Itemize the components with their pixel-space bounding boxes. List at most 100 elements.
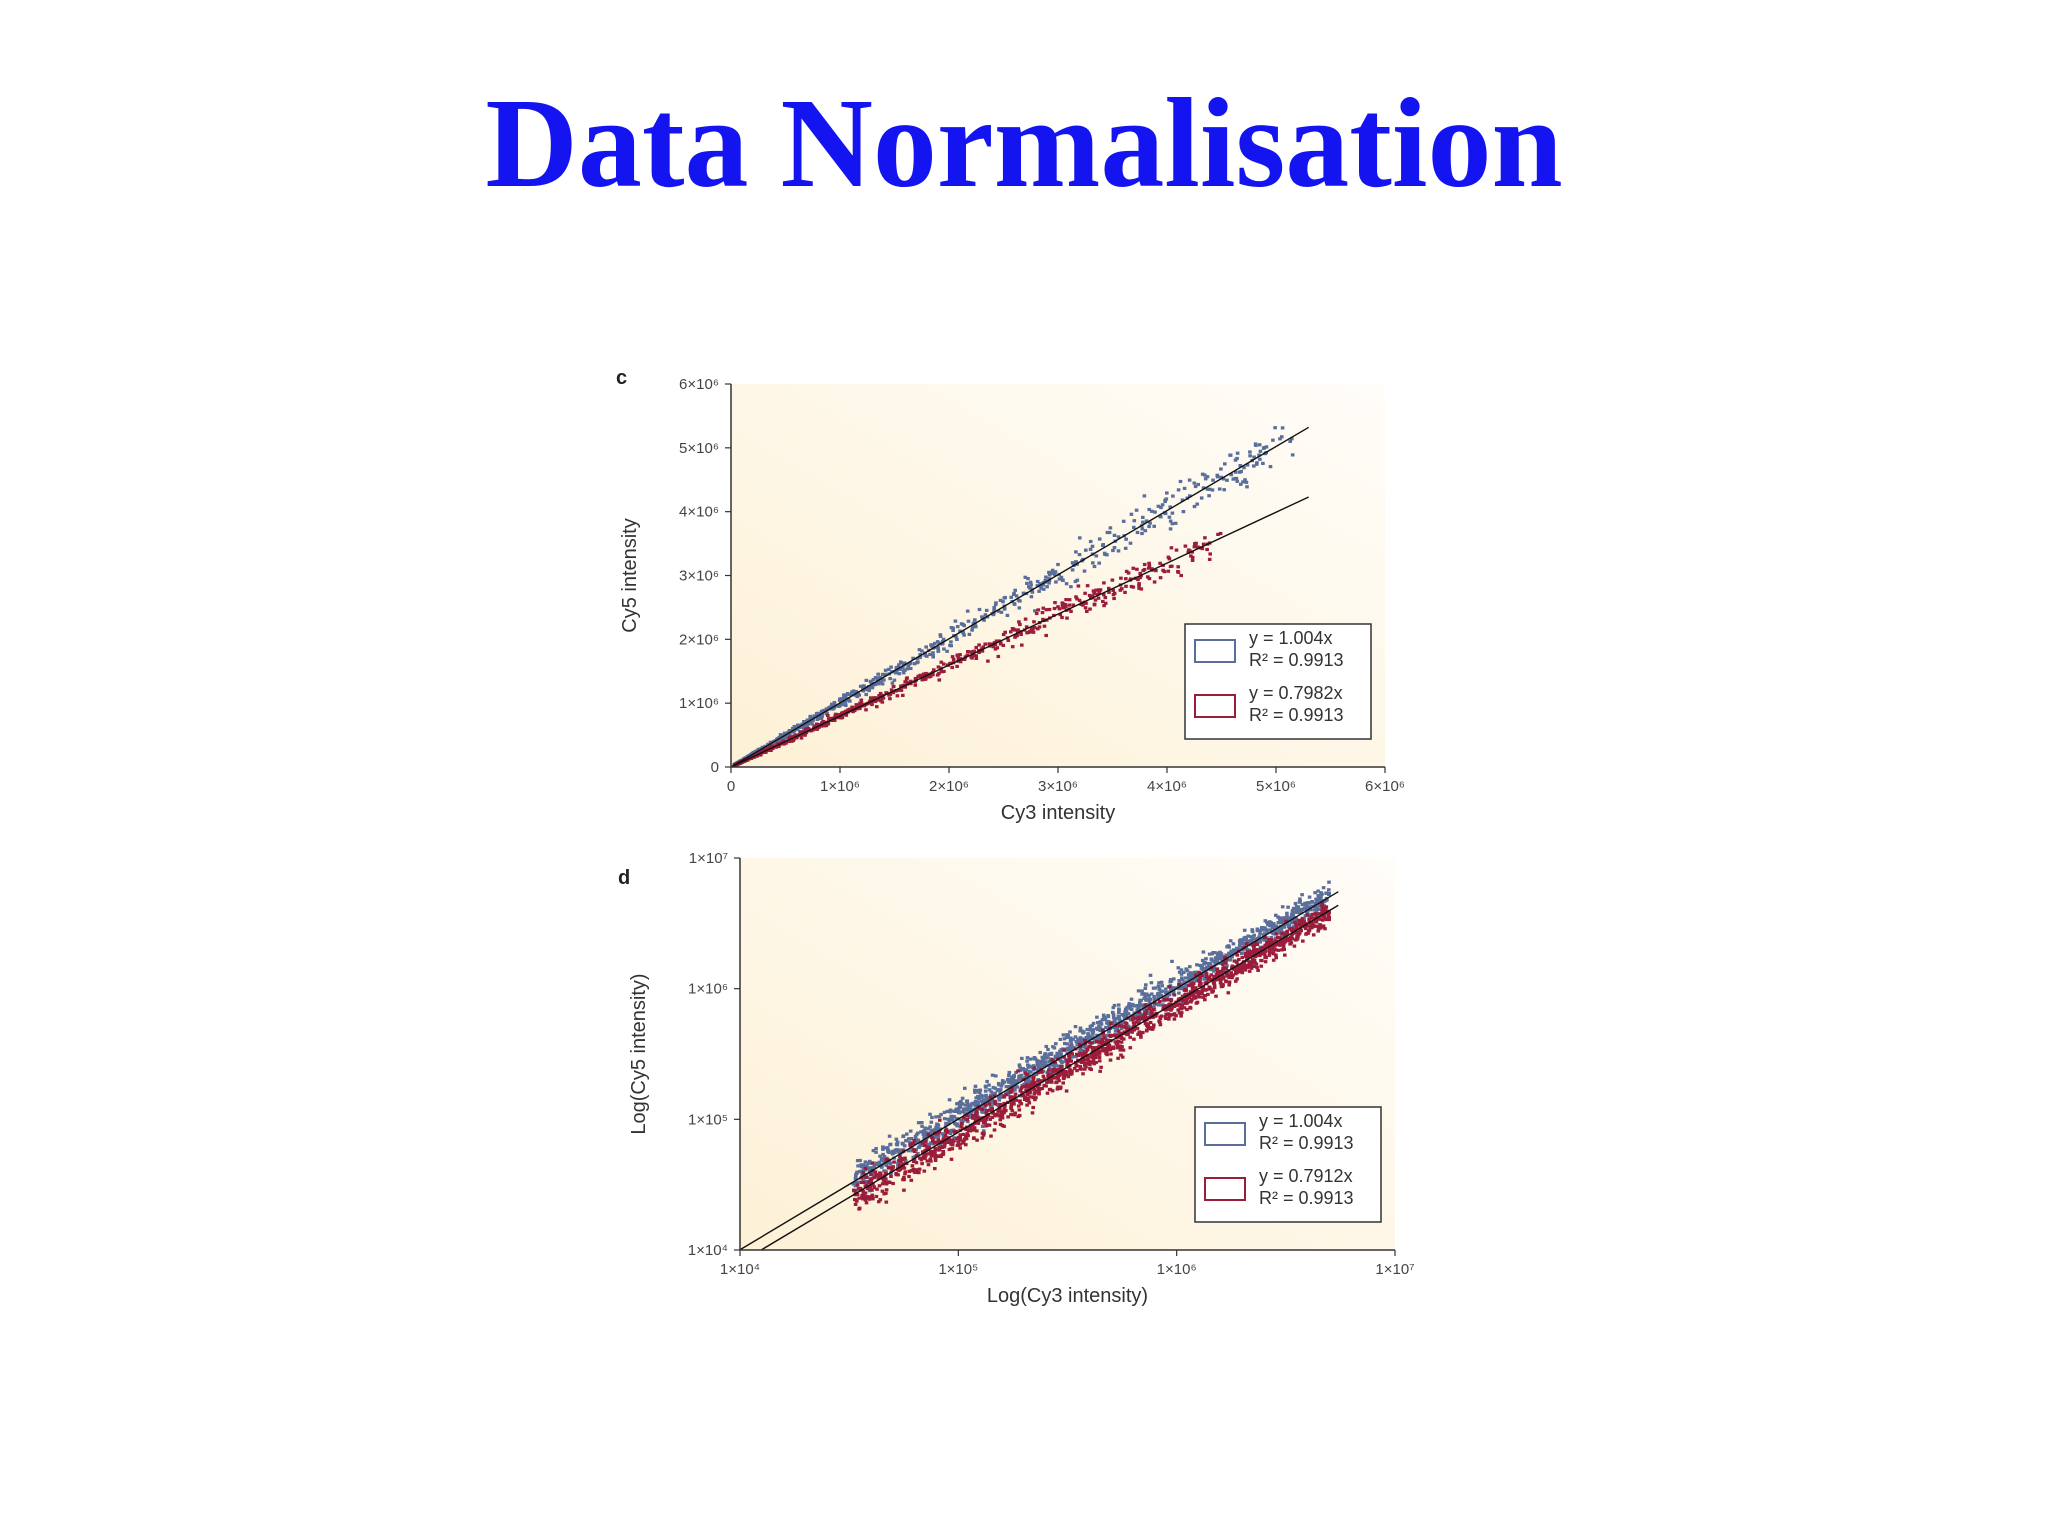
data-point	[1094, 1060, 1098, 1065]
data-point	[882, 1177, 887, 1182]
data-point	[977, 1097, 981, 1101]
data-point	[1235, 946, 1239, 950]
data-point	[904, 1139, 908, 1143]
data-point	[1167, 993, 1171, 997]
data-point	[1192, 545, 1197, 549]
data-point	[1299, 929, 1303, 933]
data-point	[1070, 1052, 1074, 1056]
data-point	[962, 1137, 967, 1141]
data-point	[1091, 561, 1095, 565]
data-point	[1083, 1042, 1088, 1046]
data-point	[1234, 470, 1238, 474]
data-point	[1255, 937, 1260, 941]
data-point	[1012, 1102, 1016, 1106]
data-point	[1040, 1079, 1044, 1083]
data-point	[1032, 1081, 1037, 1085]
data-point	[1271, 932, 1275, 936]
data-point	[874, 1147, 878, 1151]
data-point	[899, 688, 904, 692]
data-point	[1203, 977, 1207, 981]
data-point	[1023, 1079, 1028, 1083]
data-point	[1012, 1113, 1017, 1117]
data-point	[1290, 926, 1294, 930]
data-point	[857, 1207, 861, 1211]
data-point	[1126, 1028, 1130, 1032]
data-point	[1018, 1100, 1022, 1104]
data-point	[953, 1121, 957, 1125]
data-point	[1127, 1004, 1131, 1008]
data-point	[958, 1104, 962, 1109]
data-point	[935, 1132, 939, 1136]
data-point	[1081, 1072, 1085, 1076]
data-point	[868, 1177, 873, 1181]
data-point	[964, 1134, 968, 1138]
data-point	[1025, 1059, 1029, 1063]
data-point	[1184, 967, 1188, 971]
data-point	[920, 1162, 924, 1166]
x-tick-label: 1×10⁶	[820, 778, 860, 795]
data-point	[894, 1142, 899, 1146]
data-point	[1167, 557, 1172, 561]
data-point	[1047, 577, 1051, 581]
data-point	[1210, 989, 1214, 993]
data-point	[923, 1156, 927, 1160]
data-point	[983, 613, 988, 617]
data-point	[878, 1172, 883, 1176]
data-point	[1159, 515, 1163, 519]
data-point	[1147, 1007, 1152, 1011]
data-point	[877, 1184, 882, 1188]
data-point	[1115, 1046, 1119, 1050]
data-point	[1092, 564, 1097, 569]
fit-line	[739, 891, 1339, 1251]
data-point	[938, 633, 943, 637]
data-point	[1053, 1054, 1058, 1058]
data-point	[999, 1084, 1004, 1088]
data-point	[1311, 916, 1315, 920]
data-point	[861, 1177, 866, 1181]
data-point	[920, 1124, 924, 1128]
data-point	[1203, 473, 1207, 477]
data-point	[1105, 530, 1110, 535]
data-point	[891, 1165, 895, 1169]
data-point	[1193, 484, 1198, 489]
data-point	[1326, 915, 1331, 919]
data-point	[1047, 570, 1051, 574]
data-point	[1131, 1017, 1135, 1021]
data-point	[980, 1109, 984, 1113]
data-point	[956, 1101, 960, 1106]
data-point	[1176, 570, 1180, 574]
data-point	[1184, 992, 1188, 996]
data-point	[971, 1122, 975, 1127]
data-point	[988, 1117, 992, 1121]
data-point	[1217, 951, 1221, 955]
data-point	[817, 725, 821, 729]
data-point	[1191, 973, 1196, 977]
data-point	[1129, 584, 1134, 589]
data-point	[1242, 466, 1246, 470]
legend-fit-red-c: y = 0.7982x	[1249, 683, 1343, 703]
data-point	[1183, 999, 1187, 1003]
data-point	[931, 673, 935, 677]
data-point	[1273, 936, 1278, 940]
data-point	[873, 676, 878, 680]
data-point	[876, 682, 881, 686]
data-point	[970, 653, 975, 657]
data-point	[1085, 609, 1089, 613]
data-point	[1103, 1017, 1108, 1022]
data-point	[906, 664, 911, 668]
data-point	[1205, 967, 1210, 971]
data-point	[1129, 997, 1134, 1001]
data-point	[1112, 596, 1116, 601]
data-point	[916, 660, 920, 664]
data-point	[905, 1132, 909, 1136]
data-point	[1031, 1064, 1036, 1068]
data-point	[936, 1135, 940, 1139]
data-point	[1268, 951, 1272, 955]
data-point	[1327, 892, 1331, 896]
data-point	[1317, 894, 1322, 898]
data-point	[887, 693, 891, 697]
data-point	[1179, 968, 1184, 972]
data-point	[1311, 912, 1315, 916]
data-point	[1165, 990, 1170, 994]
data-point	[1136, 1021, 1141, 1025]
